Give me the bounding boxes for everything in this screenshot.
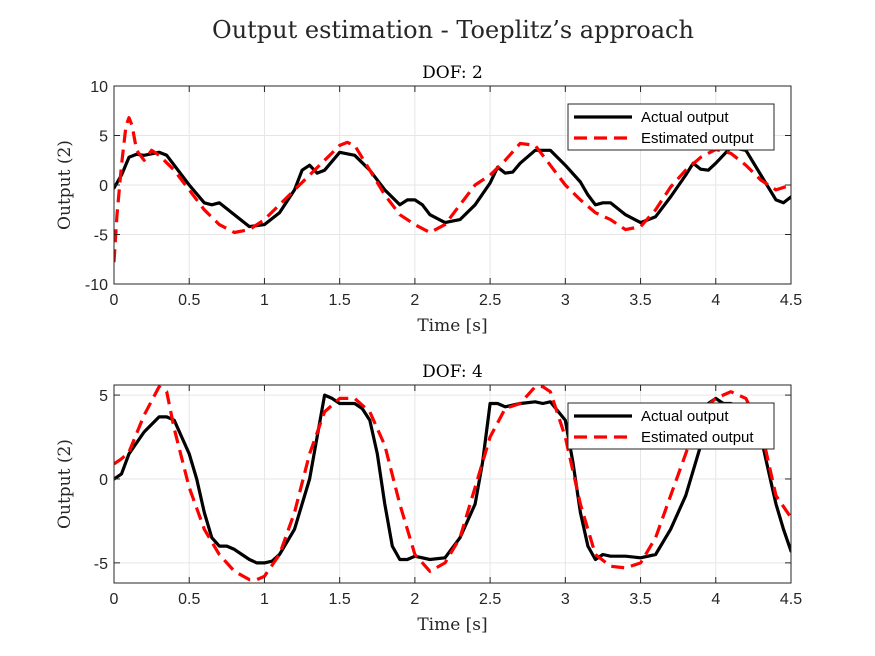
dof2-x-tick-label: 1.5 <box>329 292 351 309</box>
dof4-x-tick-label: 1.5 <box>329 591 351 608</box>
dof2-series-estimated-output-line <box>114 116 791 263</box>
dof2-x-tick-label: 1 <box>260 292 269 309</box>
plot-dof-2: 0 0.5 1 1.5 2 2.5 3 3.5 4 4.5 -10 -5 0 5 10 DOF: 2 Time … <box>55 63 802 336</box>
dof2-legend-box <box>567 103 775 151</box>
dof4-x-axis-label: Time [s] <box>417 615 487 635</box>
dof4-title: DOF: 4 <box>422 362 483 382</box>
dof2-x-axis-label: Time [s] <box>417 316 487 336</box>
dof2-x-tick-label: 3.5 <box>629 292 651 309</box>
dof2-y-axis-label: Output (2) <box>55 140 75 230</box>
dof2-legend-label-actual: Actual output <box>641 109 729 126</box>
dof4-series-estimated-output-line <box>114 385 791 582</box>
dof2-series-actual-output-line <box>114 145 791 229</box>
dof4-x-tick-label: 2.5 <box>479 591 501 608</box>
dof4-axes-box <box>113 384 792 584</box>
dof4-y-tick-label: -5 <box>94 556 108 573</box>
dof4-x-tick-label: 0.5 <box>178 591 200 608</box>
dof4-x-tick-label: 4 <box>711 591 720 608</box>
dof4-legend: Actual output Estimated output <box>567 402 775 450</box>
dof2-legend: Actual output Estimated output <box>567 103 775 151</box>
dof2-legend-label-estimated: Estimated output <box>641 130 754 147</box>
dof4-legend-box <box>567 402 775 450</box>
dof2-y-tick-label: 10 <box>90 79 108 96</box>
dof2-y-tick-label: 0 <box>99 178 108 195</box>
plot-dof-4: 0 0.5 1 1.5 2 2.5 3 3.5 4 4.5 -5 0 5 DOF: 4 Time [s] Ou… <box>55 362 802 635</box>
dof2-y-tick-label: 5 <box>99 129 108 146</box>
dof4-y-tick-label: 5 <box>99 388 108 405</box>
dof4-x-tick-label: 0 <box>110 591 119 608</box>
dof4-y-axis-label: Output (2) <box>55 439 75 529</box>
dof2-x-tick-label: 2.5 <box>479 292 501 309</box>
dof2-x-tick-label: 4.5 <box>780 292 802 309</box>
dof2-y-tick-label: -10 <box>85 277 108 294</box>
figure-title: Output estimation - Toeplitz’s approach <box>212 16 694 44</box>
dof4-y-tick-label: 0 <box>99 472 108 489</box>
dof2-title: DOF: 2 <box>422 63 483 83</box>
dof2-x-tick-label: 3 <box>561 292 570 309</box>
dof2-x-tick-label: 2 <box>410 292 419 309</box>
dof2-x-tick-label: 0.5 <box>178 292 200 309</box>
dof4-x-tick-label: 4.5 <box>780 591 802 608</box>
dof4-x-tick-label: 2 <box>410 591 419 608</box>
dof2-y-tick-label: -5 <box>94 228 108 245</box>
dof4-x-tick-label: 3.5 <box>629 591 651 608</box>
dof2-x-tick-label: 4 <box>711 292 720 309</box>
dof2-x-tick-label: 0 <box>110 292 119 309</box>
dof4-legend-label-estimated: Estimated output <box>641 429 754 446</box>
dof4-x-tick-label: 3 <box>561 591 570 608</box>
dof4-legend-label-actual: Actual output <box>641 408 729 425</box>
dof4-x-tick-label: 1 <box>260 591 269 608</box>
